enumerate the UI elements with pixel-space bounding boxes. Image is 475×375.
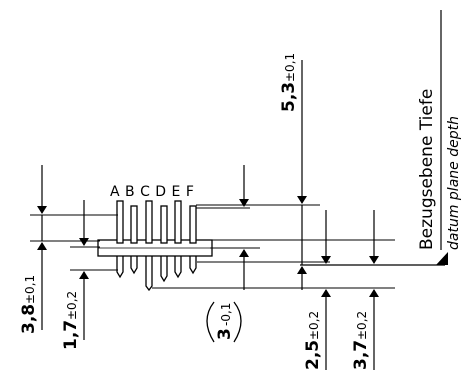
dim-1-7-tol: ±0,2 [65, 291, 79, 320]
dim-3-7-tol: ±0,2 [355, 311, 369, 340]
dim-3-8-value: 3,8 [19, 304, 39, 334]
datum-plane-reference [300, 252, 448, 266]
dim-2-5-tol: ±0,2 [307, 311, 321, 340]
connector-component [97, 200, 213, 292]
connector-pins [116, 200, 197, 292]
dim-5-3-value: 5,3 [279, 82, 299, 112]
dimension-3 [206, 165, 249, 343]
dim-1-7-value: 1,7 [61, 320, 81, 350]
pin-letters-label: A B C D E F [110, 184, 194, 200]
dim-3-value: 3 [215, 328, 235, 340]
dim-2-5-value: 2,5 [303, 340, 323, 370]
datum-plane-title-en: datum plane depth [446, 116, 462, 250]
datum-triangle-icon [436, 252, 448, 265]
dim-5-3-tol: ±0,1 [283, 53, 297, 82]
dim-3-tol: -0,1 [219, 303, 233, 326]
dim-3-8-tol: ±0,1 [23, 275, 37, 304]
datum-plane-title-de: Bezugsebene Tiefe [417, 89, 437, 250]
dim-3-7-value: 3,7 [351, 340, 371, 370]
datum-plane-label: Bezugsebene Tiefe datum plane depth [417, 10, 462, 250]
